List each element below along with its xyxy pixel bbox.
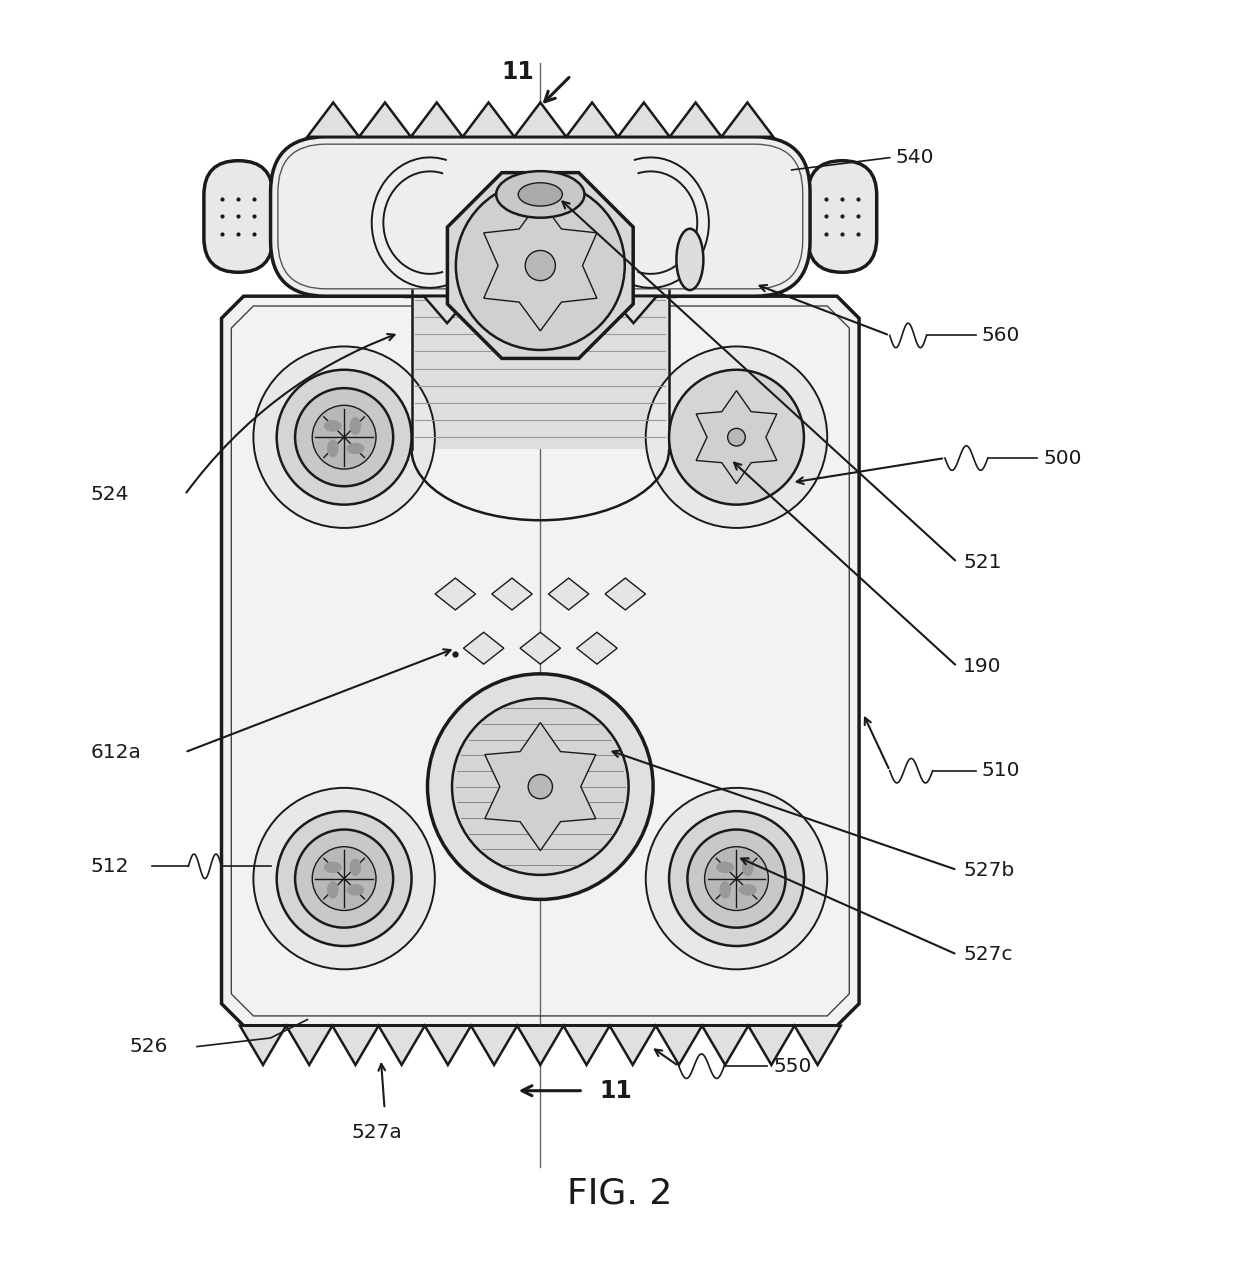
- Ellipse shape: [739, 884, 756, 895]
- Polygon shape: [548, 578, 589, 610]
- Polygon shape: [485, 723, 595, 851]
- Circle shape: [277, 811, 412, 946]
- Ellipse shape: [327, 440, 339, 458]
- Polygon shape: [308, 102, 774, 137]
- Polygon shape: [424, 269, 657, 297]
- Polygon shape: [464, 632, 503, 664]
- Circle shape: [670, 370, 804, 505]
- Text: 527b: 527b: [963, 861, 1014, 880]
- Circle shape: [456, 182, 625, 350]
- Circle shape: [670, 811, 804, 946]
- Ellipse shape: [518, 183, 563, 206]
- Circle shape: [704, 847, 769, 911]
- Polygon shape: [239, 1026, 841, 1065]
- Ellipse shape: [742, 858, 754, 876]
- Text: 510: 510: [982, 761, 1021, 780]
- Polygon shape: [577, 632, 618, 664]
- Circle shape: [528, 775, 553, 799]
- Text: 500: 500: [1043, 449, 1081, 468]
- Polygon shape: [448, 173, 634, 358]
- Circle shape: [646, 788, 827, 969]
- Circle shape: [312, 847, 376, 911]
- Ellipse shape: [676, 229, 703, 290]
- Polygon shape: [405, 216, 675, 297]
- Text: 11: 11: [501, 60, 534, 84]
- Circle shape: [453, 698, 629, 875]
- FancyBboxPatch shape: [807, 161, 877, 272]
- Text: 527a: 527a: [352, 1123, 403, 1142]
- Polygon shape: [696, 390, 776, 483]
- Circle shape: [253, 788, 435, 969]
- Ellipse shape: [496, 171, 584, 217]
- Text: 524: 524: [91, 485, 129, 504]
- Ellipse shape: [346, 884, 365, 895]
- Text: 190: 190: [963, 657, 1002, 677]
- Circle shape: [526, 251, 556, 280]
- Circle shape: [253, 347, 435, 528]
- Polygon shape: [222, 297, 859, 1026]
- Polygon shape: [484, 201, 596, 331]
- FancyBboxPatch shape: [203, 161, 273, 272]
- Ellipse shape: [324, 420, 342, 432]
- Text: 521: 521: [963, 553, 1002, 572]
- Polygon shape: [492, 578, 532, 610]
- Polygon shape: [520, 632, 560, 664]
- Text: 11: 11: [599, 1078, 632, 1102]
- Circle shape: [687, 830, 785, 927]
- Circle shape: [646, 347, 827, 528]
- Text: 550: 550: [774, 1056, 812, 1076]
- Text: 527c: 527c: [963, 945, 1013, 964]
- Ellipse shape: [350, 858, 361, 876]
- Circle shape: [728, 428, 745, 446]
- Ellipse shape: [324, 862, 342, 874]
- Ellipse shape: [717, 862, 734, 874]
- Text: 540: 540: [895, 148, 935, 168]
- Text: 526: 526: [129, 1037, 167, 1056]
- Ellipse shape: [350, 417, 361, 435]
- Ellipse shape: [346, 443, 365, 454]
- Ellipse shape: [719, 881, 732, 899]
- Text: 612a: 612a: [91, 743, 141, 762]
- Ellipse shape: [327, 881, 339, 899]
- Circle shape: [295, 830, 393, 927]
- Text: 560: 560: [982, 326, 1021, 345]
- Circle shape: [277, 370, 412, 505]
- Polygon shape: [424, 297, 657, 324]
- Circle shape: [312, 405, 376, 469]
- Polygon shape: [412, 290, 670, 449]
- Text: FIG. 2: FIG. 2: [568, 1177, 672, 1211]
- Text: 512: 512: [91, 857, 129, 876]
- Polygon shape: [435, 578, 476, 610]
- FancyBboxPatch shape: [270, 137, 810, 297]
- Circle shape: [295, 388, 393, 486]
- Polygon shape: [605, 578, 646, 610]
- Circle shape: [428, 674, 653, 899]
